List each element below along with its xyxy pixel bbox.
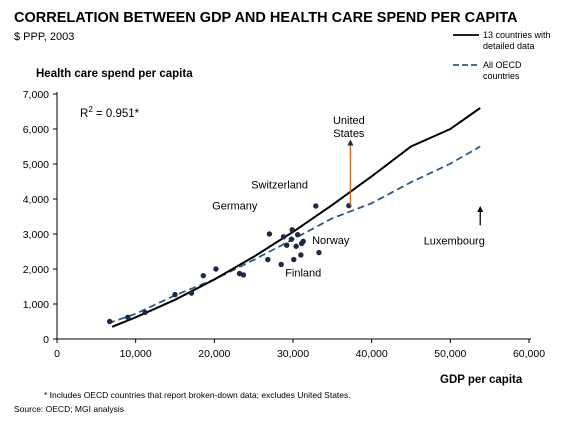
y-tick-label: 3,000: [23, 229, 49, 241]
country-point: [125, 314, 131, 320]
country-point: [265, 256, 271, 263]
axes: 0 1,000 2,000 3,000 4,000 5,000 6,000 7,000 0 10,…: [23, 89, 545, 360]
x-tick-label: 0: [54, 348, 60, 360]
country-point: [142, 309, 148, 316]
y-tick-label: 4,000: [23, 194, 49, 206]
country-point: [293, 243, 299, 249]
country-point: [200, 272, 207, 279]
annotation-arrow-head: [477, 206, 484, 212]
x-tick-label: 30,000: [277, 348, 309, 360]
country-point: [172, 291, 178, 298]
annotation-label: Luxembourg: [424, 236, 485, 248]
footnote: * Includes OECD countries that report br…: [44, 390, 351, 400]
r-squared-label: R2 = 0.951*: [80, 105, 140, 120]
annotation-label: United States: [333, 115, 365, 140]
country-point: [188, 290, 195, 296]
country-point: [291, 256, 297, 263]
y-axis-label: Health care spend per capita: [36, 68, 193, 80]
country-point: [298, 252, 304, 258]
country-point: [280, 234, 287, 240]
country-point: [316, 249, 322, 256]
x-axis-label: GDP per capita: [440, 374, 523, 386]
source-note: Source: OECD; MGI analysis: [14, 404, 124, 414]
x-tick-label: 50,000: [434, 348, 466, 360]
y-tick-label: 1,000: [23, 299, 49, 311]
y-tick-label: 7,000: [23, 89, 49, 101]
y-tick-label: 2,000: [23, 264, 49, 276]
legend: 13 countries with detailed data All OECD co…: [453, 30, 551, 81]
annotation-arrow-head: [347, 139, 354, 146]
annotation-label: Norway: [312, 235, 350, 247]
x-tick-label: 20,000: [198, 348, 230, 360]
annotation-label: Switzerland: [251, 180, 308, 192]
country-point: [313, 203, 319, 209]
trend-lines: [107, 107, 481, 328]
x-tick-label: 60,000: [513, 348, 545, 360]
data-points: [107, 202, 352, 325]
country-point: [213, 266, 219, 272]
chart-subtitle: $ PPP, 2003: [14, 31, 74, 43]
annotation-label: Finland: [285, 268, 321, 280]
x-tick-label: 10,000: [120, 348, 152, 360]
legend-label: 13 countries with detailed data: [483, 30, 551, 51]
country-point: [278, 261, 284, 268]
country-point: [240, 272, 247, 278]
y-tick-label: 5,000: [23, 159, 49, 171]
country-point: [295, 232, 301, 238]
13-countries-trend-line: [111, 107, 481, 328]
country-point: [284, 242, 290, 248]
annotations: United States Luxembourg Switzerland Germany…: [212, 115, 485, 280]
chart-title: CORRELATION BETWEEN GDP AND HEALTH CARE …: [14, 10, 518, 26]
annotation-label: Germany: [212, 201, 258, 213]
country-point: [107, 318, 113, 325]
y-tick-label: 0: [43, 334, 49, 346]
country-point: [288, 236, 295, 242]
legend-label: All OECD countries: [483, 60, 522, 81]
country-point: [266, 231, 273, 237]
country-point: [300, 238, 306, 245]
x-tick-label: 40,000: [356, 348, 388, 360]
y-tick-label: 6,000: [23, 124, 49, 136]
country-point: [289, 227, 295, 233]
